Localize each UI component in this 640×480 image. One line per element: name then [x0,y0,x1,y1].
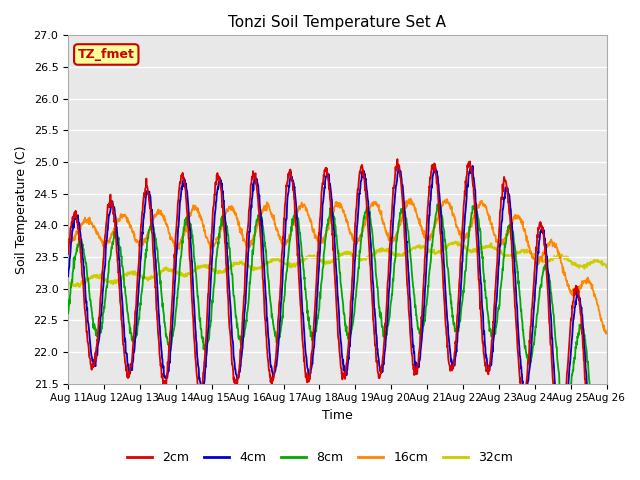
2cm [244,223,252,228]
2cm [64,251,72,257]
4cm [468,163,476,169]
4cm [539,225,547,230]
16cm [406,196,414,202]
2cm [394,156,401,162]
Line: 2cm: 2cm [68,159,607,480]
8cm [421,319,429,324]
2cm [171,255,179,261]
32cm [172,269,179,275]
4cm [603,429,611,435]
16cm [244,242,252,248]
8cm [492,331,499,336]
16cm [603,329,611,335]
32cm [184,271,192,277]
8cm [184,214,192,220]
4cm [64,273,72,279]
Line: 4cm: 4cm [68,166,607,480]
16cm [171,243,179,249]
Line: 32cm: 32cm [68,241,607,287]
2cm [603,400,611,406]
4cm [492,314,499,320]
8cm [244,303,252,309]
2cm [539,226,547,231]
8cm [598,476,605,480]
32cm [421,247,429,253]
8cm [539,269,547,275]
16cm [64,238,72,244]
32cm [492,246,500,252]
8cm [64,311,72,316]
4cm [244,250,252,256]
32cm [244,262,252,268]
Line: 16cm: 16cm [68,199,607,334]
32cm [603,265,611,271]
2cm [492,286,499,292]
8cm [171,322,179,328]
8cm [603,456,611,462]
8cm [472,200,479,206]
16cm [539,250,547,255]
Legend: 2cm, 4cm, 8cm, 16cm, 32cm: 2cm, 4cm, 8cm, 16cm, 32cm [122,446,518,469]
32cm [540,260,547,265]
2cm [421,253,429,259]
4cm [171,280,179,286]
Title: Tonzi Soil Temperature Set A: Tonzi Soil Temperature Set A [228,15,446,30]
32cm [452,239,460,244]
2cm [184,221,192,227]
Text: TZ_fmet: TZ_fmet [78,48,134,61]
32cm [64,279,72,285]
Line: 8cm: 8cm [68,203,607,479]
4cm [184,196,192,202]
16cm [421,235,429,240]
Y-axis label: Soil Temperature (C): Soil Temperature (C) [15,145,28,274]
32cm [76,284,84,290]
X-axis label: Time: Time [322,409,353,422]
16cm [602,331,610,336]
4cm [421,292,429,298]
16cm [492,233,499,239]
16cm [184,216,192,222]
